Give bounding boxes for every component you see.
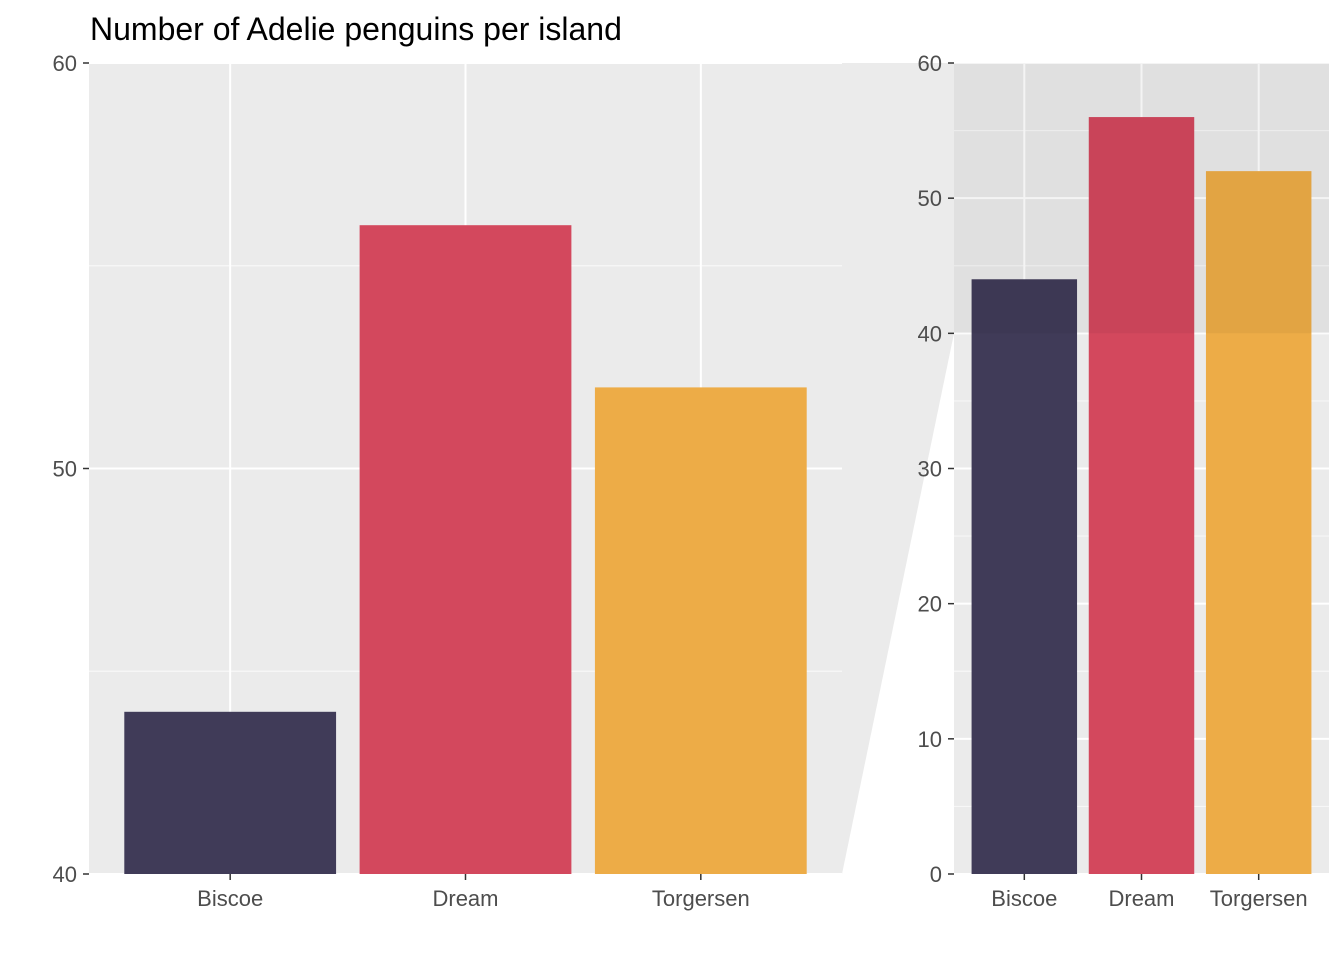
bar-biscoe [124, 711, 337, 874]
x-tick-label: Torgersen [1210, 886, 1308, 911]
y-tick-label: 30 [918, 457, 942, 482]
zoom-highlight [954, 63, 1329, 334]
y-tick-label: 40 [53, 862, 77, 887]
y-tick-label: 60 [53, 51, 77, 76]
y-tick-label: 0 [930, 862, 942, 887]
bar-dream [359, 225, 572, 874]
x-tick-label: Torgersen [652, 886, 750, 911]
y-tick-label: 50 [53, 457, 77, 482]
chart-title: Number of Adelie penguins per island [90, 11, 622, 47]
x-tick-label: Dream [432, 886, 498, 911]
x-tick-label: Dream [1108, 886, 1174, 911]
bar-torgersen [594, 387, 807, 874]
y-tick-label: 20 [918, 592, 942, 617]
full-panel: 0 10 20 30 40 50 60 Biscoe Dream Torgersen [918, 51, 1329, 911]
bar-dream [1088, 117, 1195, 875]
x-tick-label: Biscoe [991, 886, 1057, 911]
bar-torgersen [1205, 171, 1312, 875]
zoomed-panel: 40 50 60 Biscoe Dream Torgersen [53, 51, 842, 911]
bar-biscoe [971, 279, 1078, 874]
x-tick-label: Biscoe [197, 886, 263, 911]
zoom-connector-band [842, 63, 954, 874]
zoom-connector [842, 63, 954, 874]
y-tick-label: 10 [918, 727, 942, 752]
y-tick-label: 40 [918, 321, 942, 346]
y-tick-label: 60 [918, 51, 942, 76]
y-tick-label: 50 [918, 186, 942, 211]
